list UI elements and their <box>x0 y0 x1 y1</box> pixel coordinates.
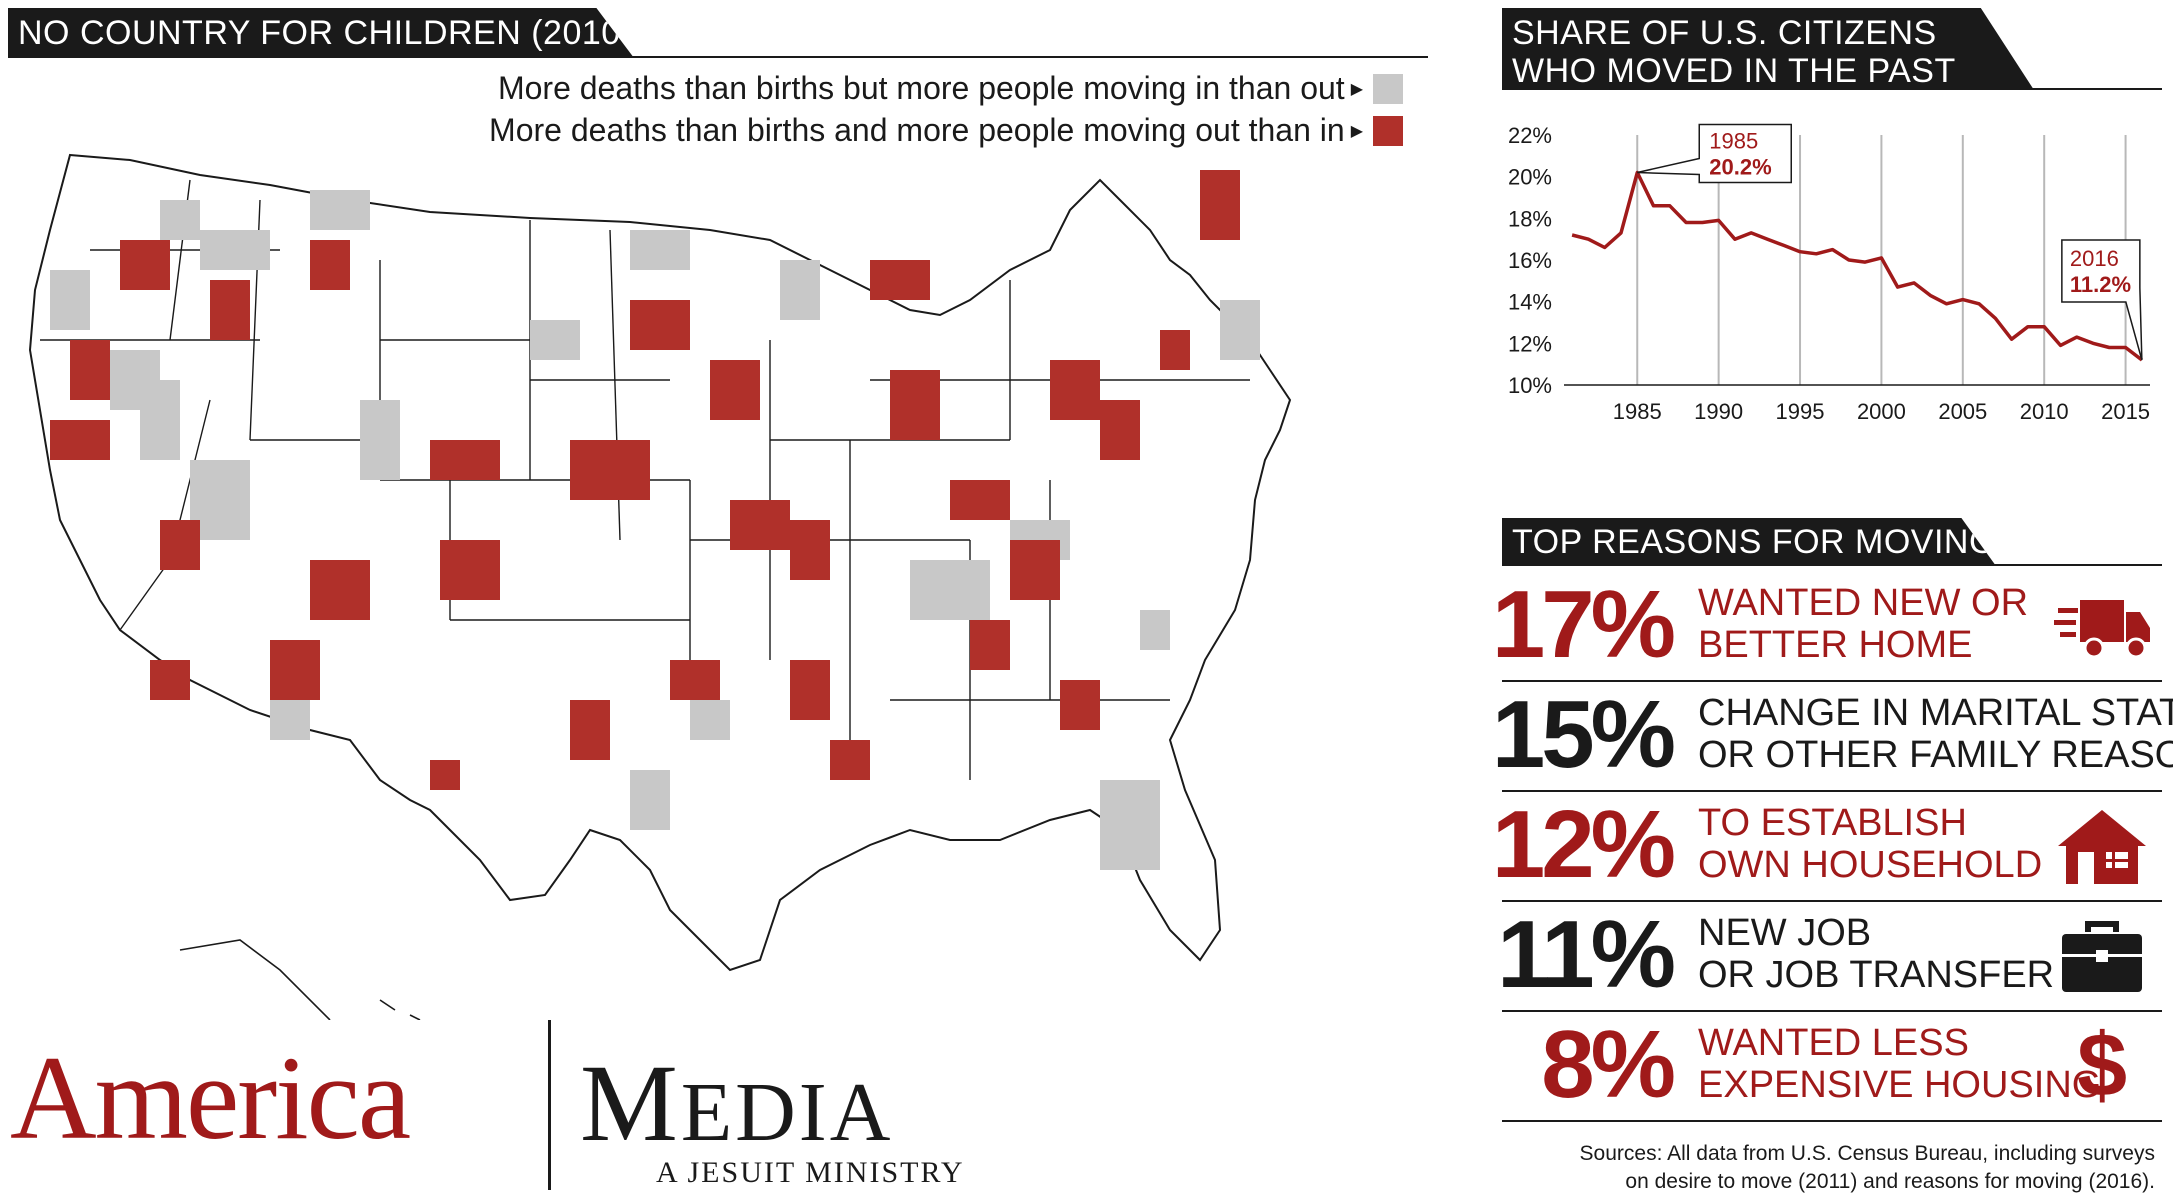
logo-subtitle: A JESUIT MINISTRY <box>656 1156 965 1189</box>
legend-item-red: More deaths than births and more people … <box>489 112 1403 149</box>
logo-media-text: MEDIA <box>580 1048 893 1168</box>
dollar-icon: $ <box>2076 1016 2128 1116</box>
reasons-title: TOP REASONS FOR MOVING <box>1502 518 1996 566</box>
reason-row-family: 15% CHANGE IN MARITAL STATUS OR OTHER FA… <box>1492 682 2173 792</box>
reason-row-own-household: 12% TO ESTABLISH OWN HOUSEHOLD <box>1492 792 2162 902</box>
logo-america-text: America <box>10 1031 411 1164</box>
truck-icon <box>2054 600 2150 659</box>
reason-percent: 11% <box>1497 901 1676 1008</box>
chart-y-ticks: 22% 20% 18% 16% 14% 12% 10% <box>1508 123 1552 398</box>
briefcase-icon <box>2062 921 2142 992</box>
x-tick-label: 1985 <box>1613 399 1662 424</box>
alaska-hawaii <box>179 939 421 1020</box>
legend-arrow-icon: ▶ <box>1350 80 1363 98</box>
annotation-2016-callout <box>2061 239 2143 361</box>
reason-text-line1: TO ESTABLISH <box>1698 802 1967 844</box>
reason-text-line1: NEW JOB <box>1698 912 1872 954</box>
reason-text: TO ESTABLISH OWN HOUSEHOLD <box>1698 802 2042 886</box>
reason-text: CHANGE IN MARITAL STATUS OR OTHER FAMILY… <box>1698 692 2173 776</box>
y-tick-label: 20% <box>1508 165 1552 190</box>
moved-share-line-chart: 22% 20% 18% 16% 14% 12% 10% 1985 1990 1995 2000 20… <box>1508 123 2150 424</box>
reason-row-new-job: 11% NEW JOB OR JOB TRANSFER <box>1497 902 2162 1012</box>
reason-text-line2: EXPENSIVE HOUSING <box>1698 1064 2102 1106</box>
annotation-1985: 1985 20.2% <box>1637 123 1792 184</box>
reason-text-line2: OWN HOUSEHOLD <box>1698 844 2043 886</box>
reason-separator <box>1502 900 2162 902</box>
reason-text: WANTED NEW OR BETTER HOME <box>1698 582 2028 666</box>
y-tick-label: 14% <box>1508 290 1552 315</box>
reason-separator <box>1502 1120 2162 1122</box>
reason-text-line2: OR JOB TRANSFER <box>1698 954 2055 996</box>
legend-swatch-red <box>1373 115 1403 146</box>
x-tick-label: 2010 <box>2020 399 2069 424</box>
sources-line1: Sources: All data from U.S. Census Burea… <box>1579 1142 2155 1165</box>
reason-text: WANTED LESS EXPENSIVE HOUSING <box>1698 1022 2101 1106</box>
annotation-2016-value: 11.2% <box>2070 272 2131 297</box>
chart-title-line2: WHO MOVED IN THE PAST YEAR <box>1512 52 1956 128</box>
y-tick-label: 18% <box>1508 206 1552 231</box>
map-title-rule <box>8 56 1428 58</box>
legend-swatch-gray <box>1373 73 1403 104</box>
y-tick-label: 12% <box>1508 331 1552 356</box>
y-tick-label: 10% <box>1508 373 1552 398</box>
us-county-map <box>28 153 1292 1020</box>
reason-separator <box>1502 680 2162 682</box>
reason-row-less-expensive: 8% WANTED LESS EXPENSIVE HOUSING $ <box>1502 1011 2162 1122</box>
x-tick-label: 2005 <box>1938 399 1987 424</box>
reason-percent: 15% <box>1491 681 1676 788</box>
red-counties <box>50 170 1240 790</box>
reason-percent: 12% <box>1491 791 1676 898</box>
legend-arrow-icon: ▶ <box>1350 122 1363 140</box>
reason-separator <box>1502 1010 2162 1012</box>
x-tick-label: 1990 <box>1694 399 1743 424</box>
reasons-title-rule <box>1502 564 2162 566</box>
annotation-2016-year: 2016 <box>2070 246 2119 271</box>
reason-text: NEW JOB OR JOB TRANSFER <box>1698 912 2054 996</box>
reason-text-line1: CHANGE IN MARITAL STATUS <box>1698 692 2173 734</box>
sources-note: Sources: All data from U.S. Census Burea… <box>1455 1140 2155 1196</box>
chart-title-rule <box>1502 88 2162 90</box>
logo-divider <box>548 1020 551 1190</box>
sources-line2: on desire to move (2011) and reasons for… <box>1625 1170 2155 1193</box>
legend-item-gray: More deaths than births but more people … <box>498 70 1403 107</box>
series-line <box>1571 170 2143 362</box>
annotation-1985-year: 1985 <box>1709 129 1758 154</box>
map-title: NO COUNTRY FOR CHILDREN (2010-16) <box>8 8 634 58</box>
annotation-2016: 2016 11.2% <box>2061 239 2143 361</box>
logo-media-rest: EDIA <box>680 1066 894 1159</box>
x-tick-label: 1995 <box>1776 399 1825 424</box>
chart-title: SHARE OF U.S. CITIZENS WHO MOVED IN THE … <box>1502 8 2034 90</box>
reason-text-line2: BETTER HOME <box>1698 624 1973 666</box>
gray-counties <box>50 190 1260 870</box>
logo-media-initial: M <box>580 1042 681 1164</box>
legend-label-red: More deaths than births and more people … <box>489 112 1345 148</box>
reason-separator <box>1502 790 2162 792</box>
us-outline <box>28 153 1292 972</box>
reason-percent: 8% <box>1541 1011 1676 1118</box>
x-tick-label: 2015 <box>2101 399 2150 424</box>
reason-text-line1: WANTED NEW OR <box>1698 582 2029 624</box>
y-tick-label: 22% <box>1508 123 1552 148</box>
america-media-logo: America MEDIA A JESUIT MINISTRY <box>10 1020 990 1195</box>
y-tick-label: 16% <box>1508 248 1552 273</box>
annotation-1985-value: 20.2% <box>1709 155 1771 180</box>
chart-x-ticks: 1985 1990 1995 2000 2005 2010 2015 <box>1613 399 2150 424</box>
house-icon <box>2058 810 2146 884</box>
reason-text-line2: OR OTHER FAMILY REASON <box>1698 734 2173 776</box>
chart-title-line1: SHARE OF U.S. CITIZENS <box>1512 14 1937 52</box>
annotation-1985-callout <box>1637 123 1792 184</box>
reason-percent: 17% <box>1491 571 1676 678</box>
x-tick-label: 2000 <box>1857 399 1906 424</box>
reason-text-line1: WANTED LESS <box>1698 1022 1969 1064</box>
legend-label-gray: More deaths than births but more people … <box>497 70 1345 106</box>
reason-row-new-home: 17% WANTED NEW OR BETTER HOME <box>1492 572 2162 682</box>
